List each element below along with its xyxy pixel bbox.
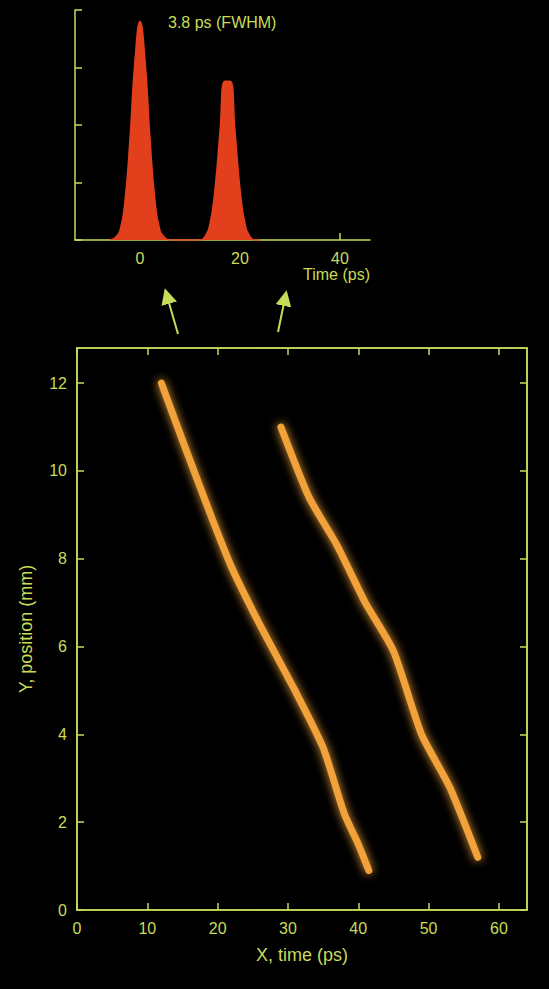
svg-text:40: 40 [349, 920, 367, 937]
svg-text:0: 0 [136, 250, 145, 267]
svg-text:2: 2 [58, 814, 67, 831]
svg-text:20: 20 [209, 920, 227, 937]
svg-text:8: 8 [58, 550, 67, 567]
svg-text:40: 40 [331, 250, 349, 267]
svg-text:X, time (ps): X, time (ps) [256, 945, 348, 965]
svg-text:3.8 ps (FWHM): 3.8 ps (FWHM) [168, 14, 276, 31]
svg-text:50: 50 [420, 920, 438, 937]
svg-text:10: 10 [49, 462, 67, 479]
svg-text:Time (ps): Time (ps) [303, 266, 370, 283]
svg-text:12: 12 [49, 375, 67, 392]
svg-text:60: 60 [490, 920, 508, 937]
svg-text:0: 0 [58, 902, 67, 919]
svg-text:6: 6 [58, 638, 67, 655]
svg-text:0: 0 [73, 920, 82, 937]
svg-text:10: 10 [138, 920, 156, 937]
svg-text:20: 20 [231, 250, 249, 267]
svg-text:4: 4 [58, 726, 67, 743]
svg-text:30: 30 [279, 920, 297, 937]
svg-text:Y, position (mm): Y, position (mm) [16, 565, 36, 694]
